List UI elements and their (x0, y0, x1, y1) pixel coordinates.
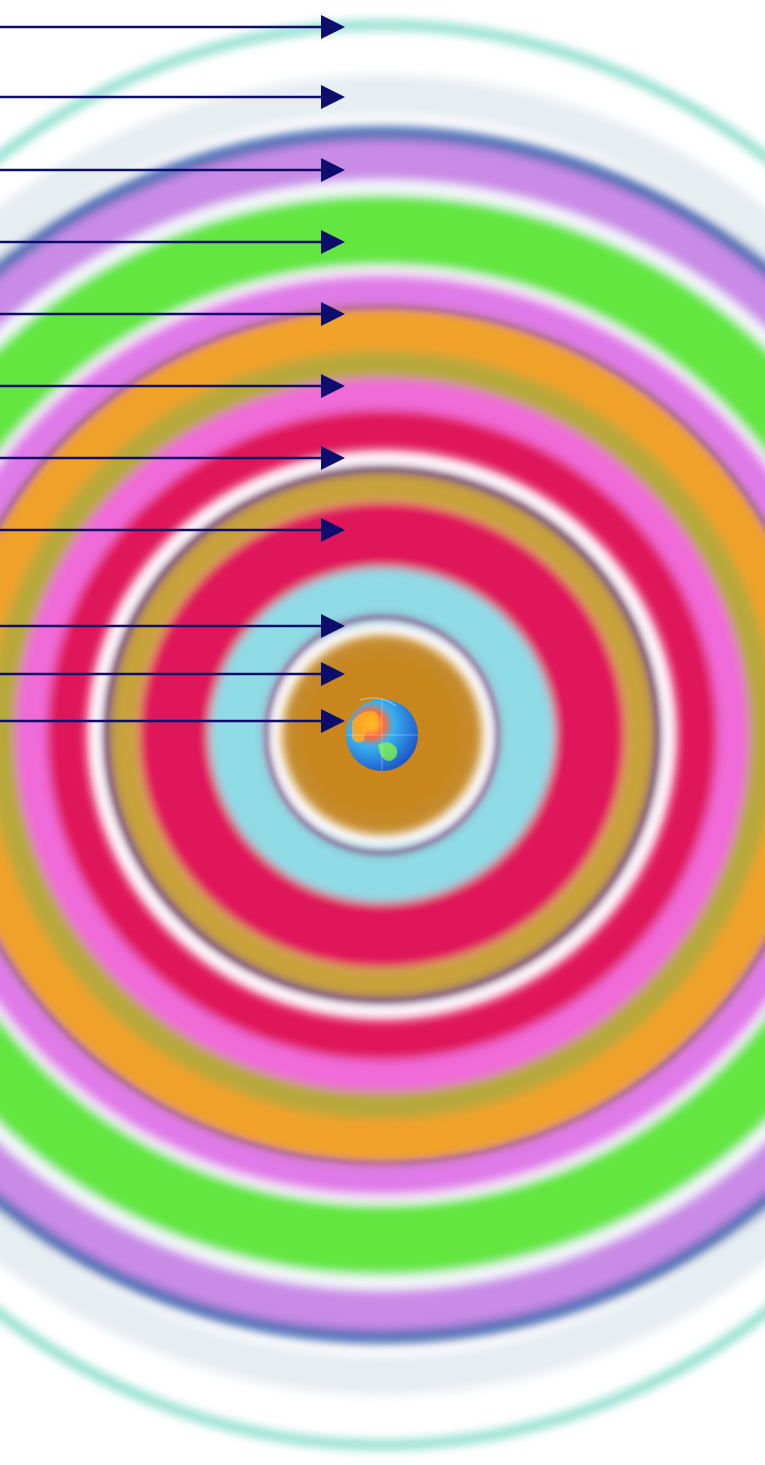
pointer-arrow-5 (0, 302, 345, 326)
arrowhead-icon (321, 518, 345, 542)
arrowhead-icon (321, 662, 345, 686)
arrowhead-icon (321, 15, 345, 39)
pointer-arrow-9 (0, 614, 345, 638)
pointer-arrow-7 (0, 446, 345, 470)
pointer-arrow-2 (0, 85, 345, 109)
pointer-arrow-11 (0, 709, 345, 733)
ring-4-green (0, 195, 765, 1275)
ring-9-crimson (47, 410, 717, 1060)
arrowhead-icon (321, 230, 345, 254)
ring-6-orange (0, 307, 765, 1163)
arrowhead-icon (321, 158, 345, 182)
pointer-arrow-3 (0, 158, 345, 182)
pointer-arrow-4 (0, 230, 345, 254)
pointer-arrow-8 (0, 518, 345, 542)
pointer-arrow-6 (0, 374, 345, 398)
ring-7-olive (0, 351, 765, 1119)
arrowhead-icon (321, 709, 345, 733)
arrowhead-icon (321, 614, 345, 638)
arrowhead-icon (321, 85, 345, 109)
ring-grey-halo (0, 75, 765, 1395)
ring-1-outer-teal (0, 20, 765, 1450)
arrowhead-icon (321, 302, 345, 326)
ring-2-blue-edge (0, 126, 765, 1344)
ring-3-lavender (0, 140, 765, 1330)
ring-11-light-cyan (209, 567, 555, 903)
pointer-arrow-1 (0, 15, 345, 39)
arrowhead-icon (321, 374, 345, 398)
arrowhead-icon (321, 446, 345, 470)
ring-8-magenta (15, 378, 749, 1092)
earth-globe-icon (346, 697, 418, 771)
ring-5-pink-violet (0, 275, 765, 1195)
pointer-arrow-10 (0, 662, 345, 686)
